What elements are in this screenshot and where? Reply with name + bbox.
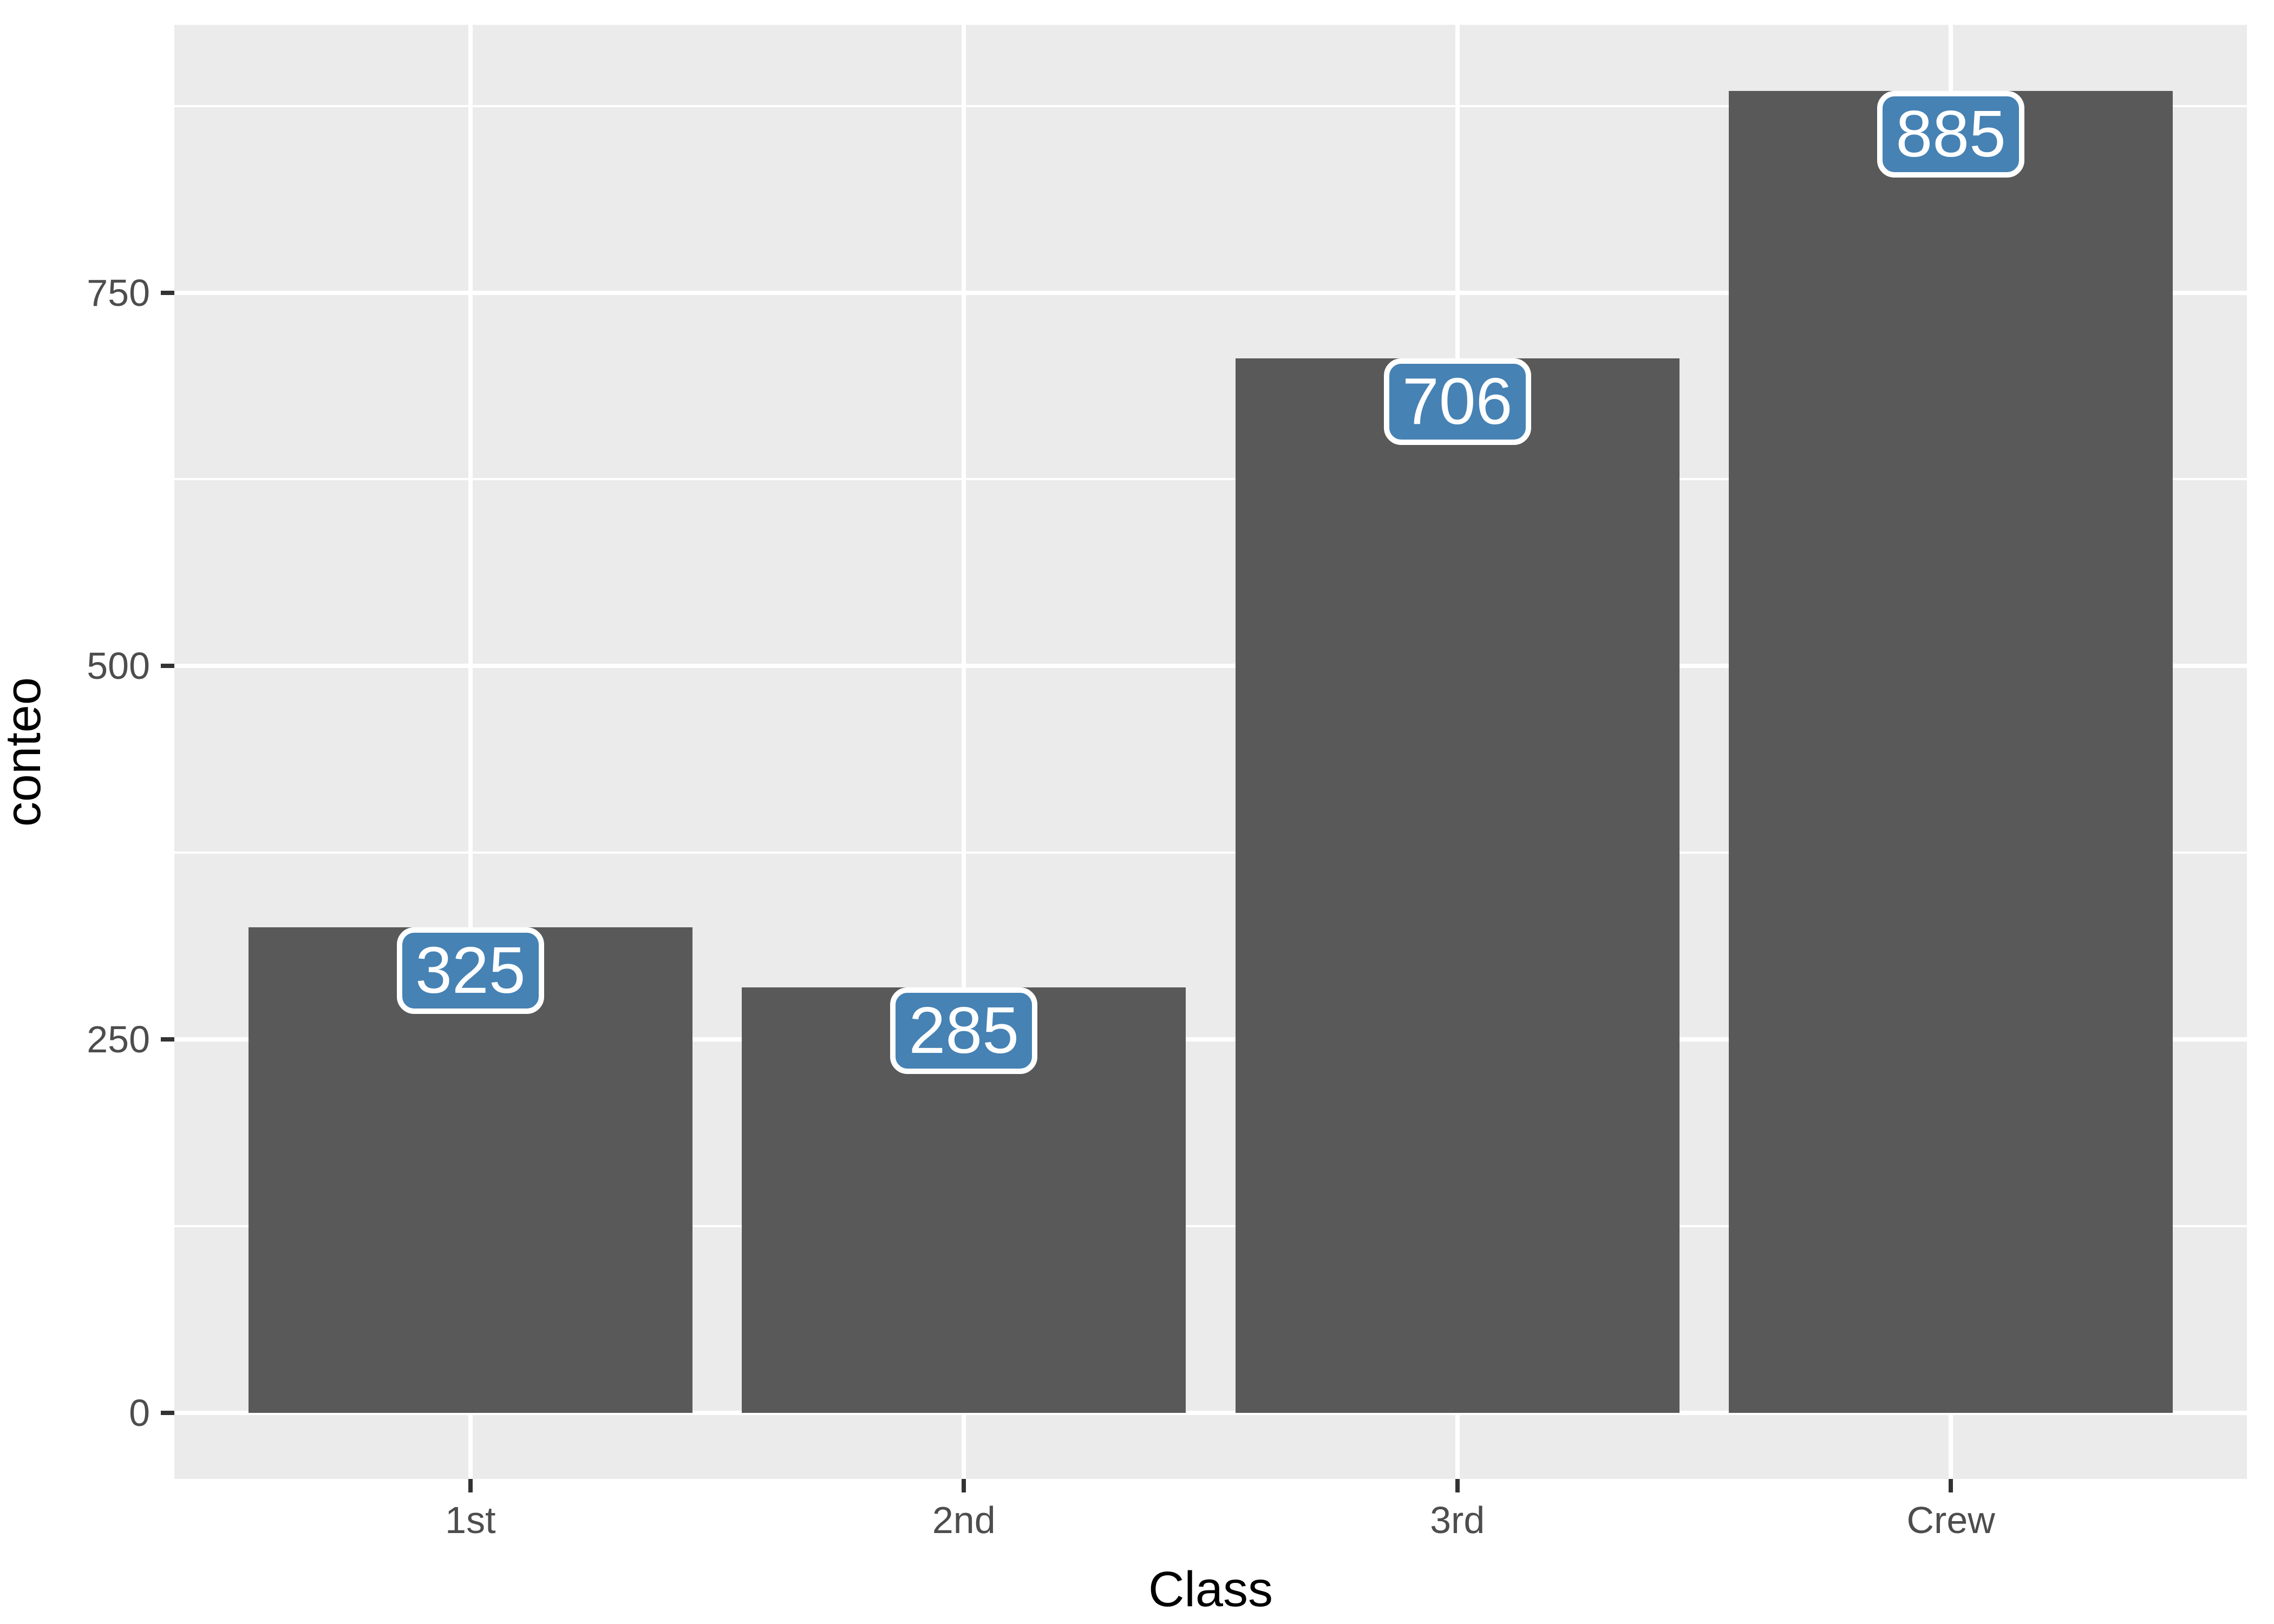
bar-value-label: 285: [890, 987, 1038, 1074]
y-tick-mark: [161, 290, 174, 295]
y-tick-mark: [161, 664, 174, 669]
bar-value-label: 325: [396, 927, 544, 1014]
y-axis-tick-label: 0: [129, 1391, 150, 1434]
vertical-gridline: [962, 25, 966, 1479]
major-gridline: [174, 1037, 2247, 1042]
bar: [1729, 91, 2173, 1413]
x-axis-title: Class: [1148, 1562, 1273, 1617]
x-axis-tick-label: Crew: [1906, 1499, 1995, 1541]
minor-gridline: [174, 478, 2247, 481]
x-tick-mark: [962, 1479, 966, 1492]
x-axis-tick-label: 2nd: [932, 1499, 996, 1541]
y-axis-title: conteo: [0, 677, 51, 827]
plot-panel: 325 285 706 885: [174, 25, 2247, 1479]
x-tick-mark: [1455, 1479, 1460, 1492]
x-tick-mark: [468, 1479, 473, 1492]
y-tick-mark: [161, 1037, 174, 1042]
x-tick-mark: [1949, 1479, 1953, 1492]
y-tick-mark: [161, 1410, 174, 1415]
y-axis-tick-label: 250: [87, 1018, 150, 1061]
minor-gridline: [174, 1225, 2247, 1228]
y-axis-tick-label: 500: [87, 645, 150, 687]
major-gridline: [174, 664, 2247, 669]
major-gridline: [174, 290, 2247, 295]
x-axis-tick-label: 3rd: [1430, 1499, 1485, 1541]
minor-gridline: [174, 852, 2247, 854]
x-axis-tick-label: 1st: [445, 1499, 496, 1541]
y-axis-tick-label: 750: [87, 271, 150, 314]
minor-gridline: [174, 104, 2247, 107]
vertical-gridline: [468, 25, 473, 1479]
major-gridline: [174, 1410, 2247, 1415]
bar-value-label: 706: [1383, 358, 1531, 445]
bar: [1235, 358, 1680, 1413]
bar-value-label: 885: [1877, 91, 2025, 178]
